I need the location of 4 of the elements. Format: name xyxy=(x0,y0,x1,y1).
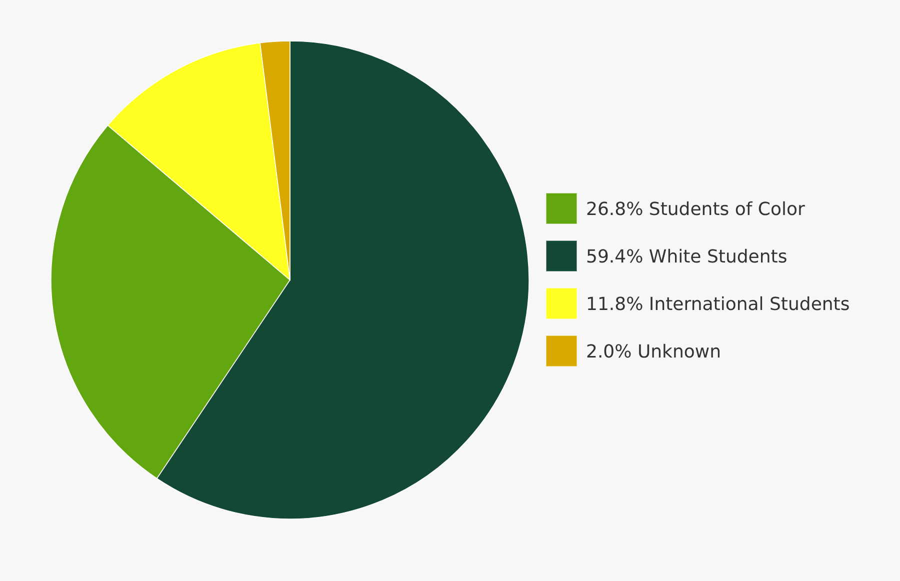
legend-label: 11.8% International Students xyxy=(586,294,850,315)
legend-label: 59.4% White Students xyxy=(586,246,788,268)
legend-label: 26.8% Students of Color xyxy=(586,199,806,220)
legend-label: 2.0% Unknown xyxy=(586,342,722,362)
